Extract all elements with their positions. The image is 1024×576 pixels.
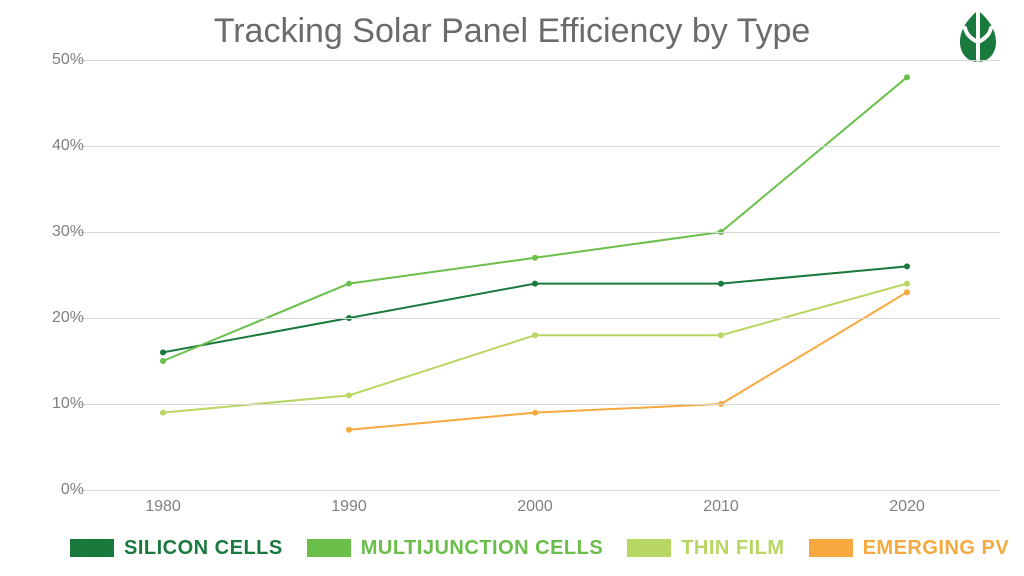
series-marker-silicon [904, 263, 910, 269]
legend-item-thinfilm: THIN FILM [627, 537, 784, 560]
legend-label: EMERGING PV [863, 537, 1010, 560]
y-axis-label: 10% [34, 395, 84, 413]
y-axis-label: 0% [34, 481, 84, 499]
grid-line [70, 318, 1000, 319]
chart-container: Tracking Solar Panel Efficiency by Type … [0, 0, 1024, 576]
legend-item-silicon: SILICON CELLS [70, 537, 283, 560]
grid-line [70, 404, 1000, 405]
grid-line [70, 146, 1000, 147]
legend-label: SILICON CELLS [124, 537, 283, 560]
y-axis-label: 40% [34, 137, 84, 155]
chart-title: Tracking Solar Panel Efficiency by Type [0, 12, 1024, 51]
series-marker-silicon [160, 349, 166, 355]
series-line-thinfilm [163, 284, 907, 413]
legend-label: THIN FILM [681, 537, 784, 560]
chart-plot-area [70, 60, 1000, 490]
series-marker-silicon [532, 281, 538, 287]
legend-item-emerging: EMERGING PV [809, 537, 1010, 560]
grid-line [70, 60, 1000, 61]
series-marker-thinfilm [160, 410, 166, 416]
legend-item-multijunction: MULTIJUNCTION CELLS [307, 537, 603, 560]
legend-label: MULTIJUNCTION CELLS [361, 537, 603, 560]
x-axis-label: 1980 [145, 498, 181, 516]
series-marker-multijunction [904, 74, 910, 80]
leaf-icon [956, 8, 1000, 64]
chart-legend: SILICON CELLS MULTIJUNCTION CELLS THIN FIL… [70, 528, 1010, 568]
x-axis-label: 1990 [331, 498, 367, 516]
grid-line [70, 490, 1000, 491]
y-axis-label: 50% [34, 51, 84, 69]
series-marker-thinfilm [718, 332, 724, 338]
x-axis-label: 2000 [517, 498, 553, 516]
legend-swatch [70, 539, 114, 557]
series-marker-thinfilm [346, 392, 352, 398]
y-axis-label: 20% [34, 309, 84, 327]
x-axis-label: 2010 [703, 498, 739, 516]
series-marker-multijunction [160, 358, 166, 364]
series-line-emerging [349, 292, 907, 430]
y-axis-label: 30% [34, 223, 84, 241]
chart-svg [70, 60, 1000, 490]
legend-swatch [307, 539, 351, 557]
series-marker-multijunction [532, 255, 538, 261]
series-marker-emerging [904, 289, 910, 295]
x-axis-label: 2020 [889, 498, 925, 516]
legend-swatch [627, 539, 671, 557]
legend-swatch [809, 539, 853, 557]
series-marker-emerging [346, 427, 352, 433]
chart-title-text: Tracking Solar Panel Efficiency by Type [214, 12, 811, 50]
series-marker-thinfilm [532, 332, 538, 338]
series-marker-silicon [718, 281, 724, 287]
series-marker-multijunction [346, 281, 352, 287]
series-line-silicon [163, 266, 907, 352]
series-marker-thinfilm [904, 281, 910, 287]
series-marker-emerging [532, 410, 538, 416]
grid-line [70, 232, 1000, 233]
